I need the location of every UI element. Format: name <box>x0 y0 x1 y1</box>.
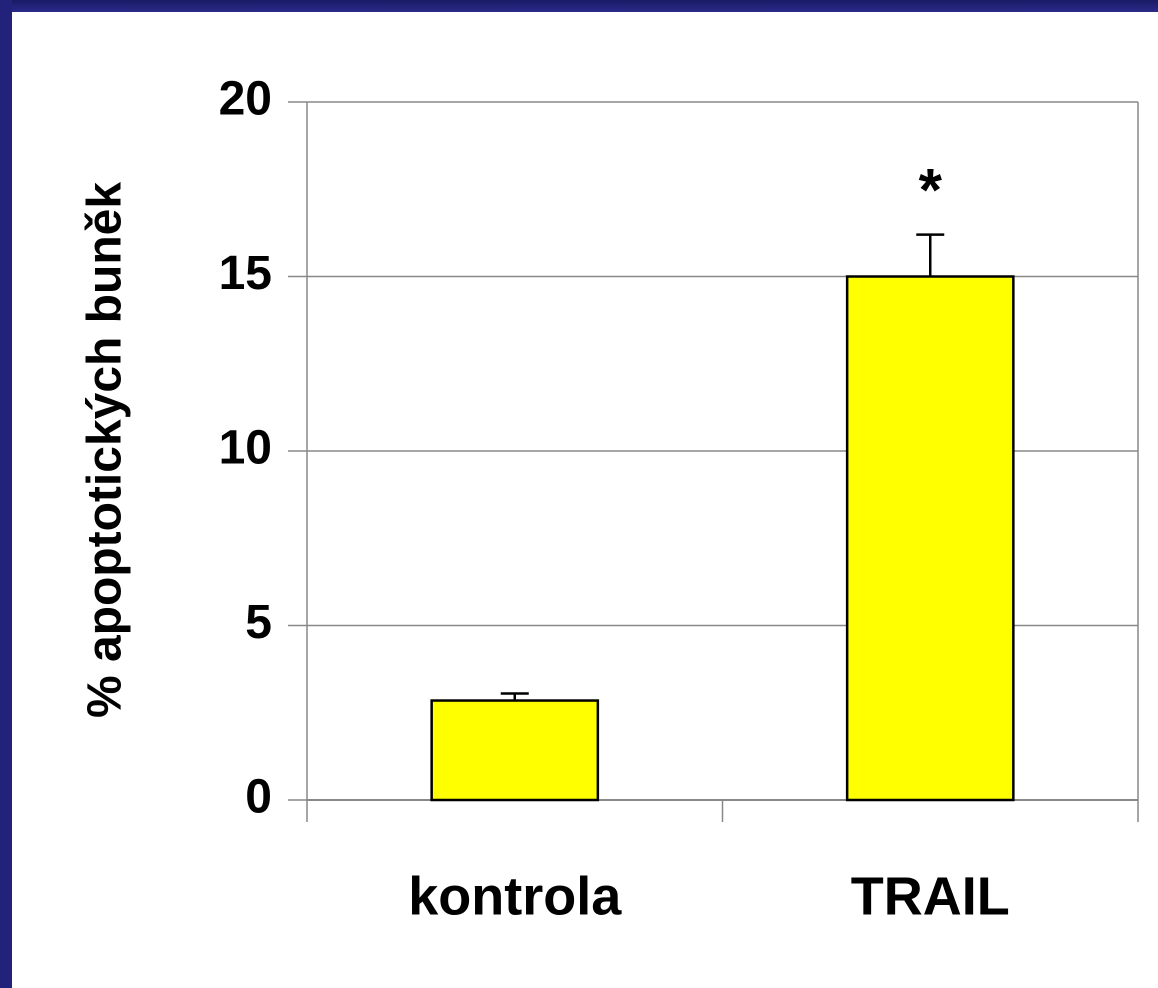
significance-marker: * <box>919 156 943 223</box>
y-tick-label: 10 <box>219 422 272 475</box>
y-axis-label: % apoptotických buněk <box>79 182 132 718</box>
bar <box>430 699 600 802</box>
y-tick-label: 20 <box>219 73 272 126</box>
y-tick-label: 15 <box>219 247 272 300</box>
bar <box>845 275 1015 802</box>
x-tick-label: kontrola <box>408 866 622 926</box>
y-tick-label: 0 <box>245 771 272 824</box>
x-tick-label: TRAIL <box>851 866 1010 926</box>
frame-left <box>0 0 12 988</box>
frame-top <box>0 0 1158 12</box>
y-tick-label: 5 <box>245 596 272 649</box>
